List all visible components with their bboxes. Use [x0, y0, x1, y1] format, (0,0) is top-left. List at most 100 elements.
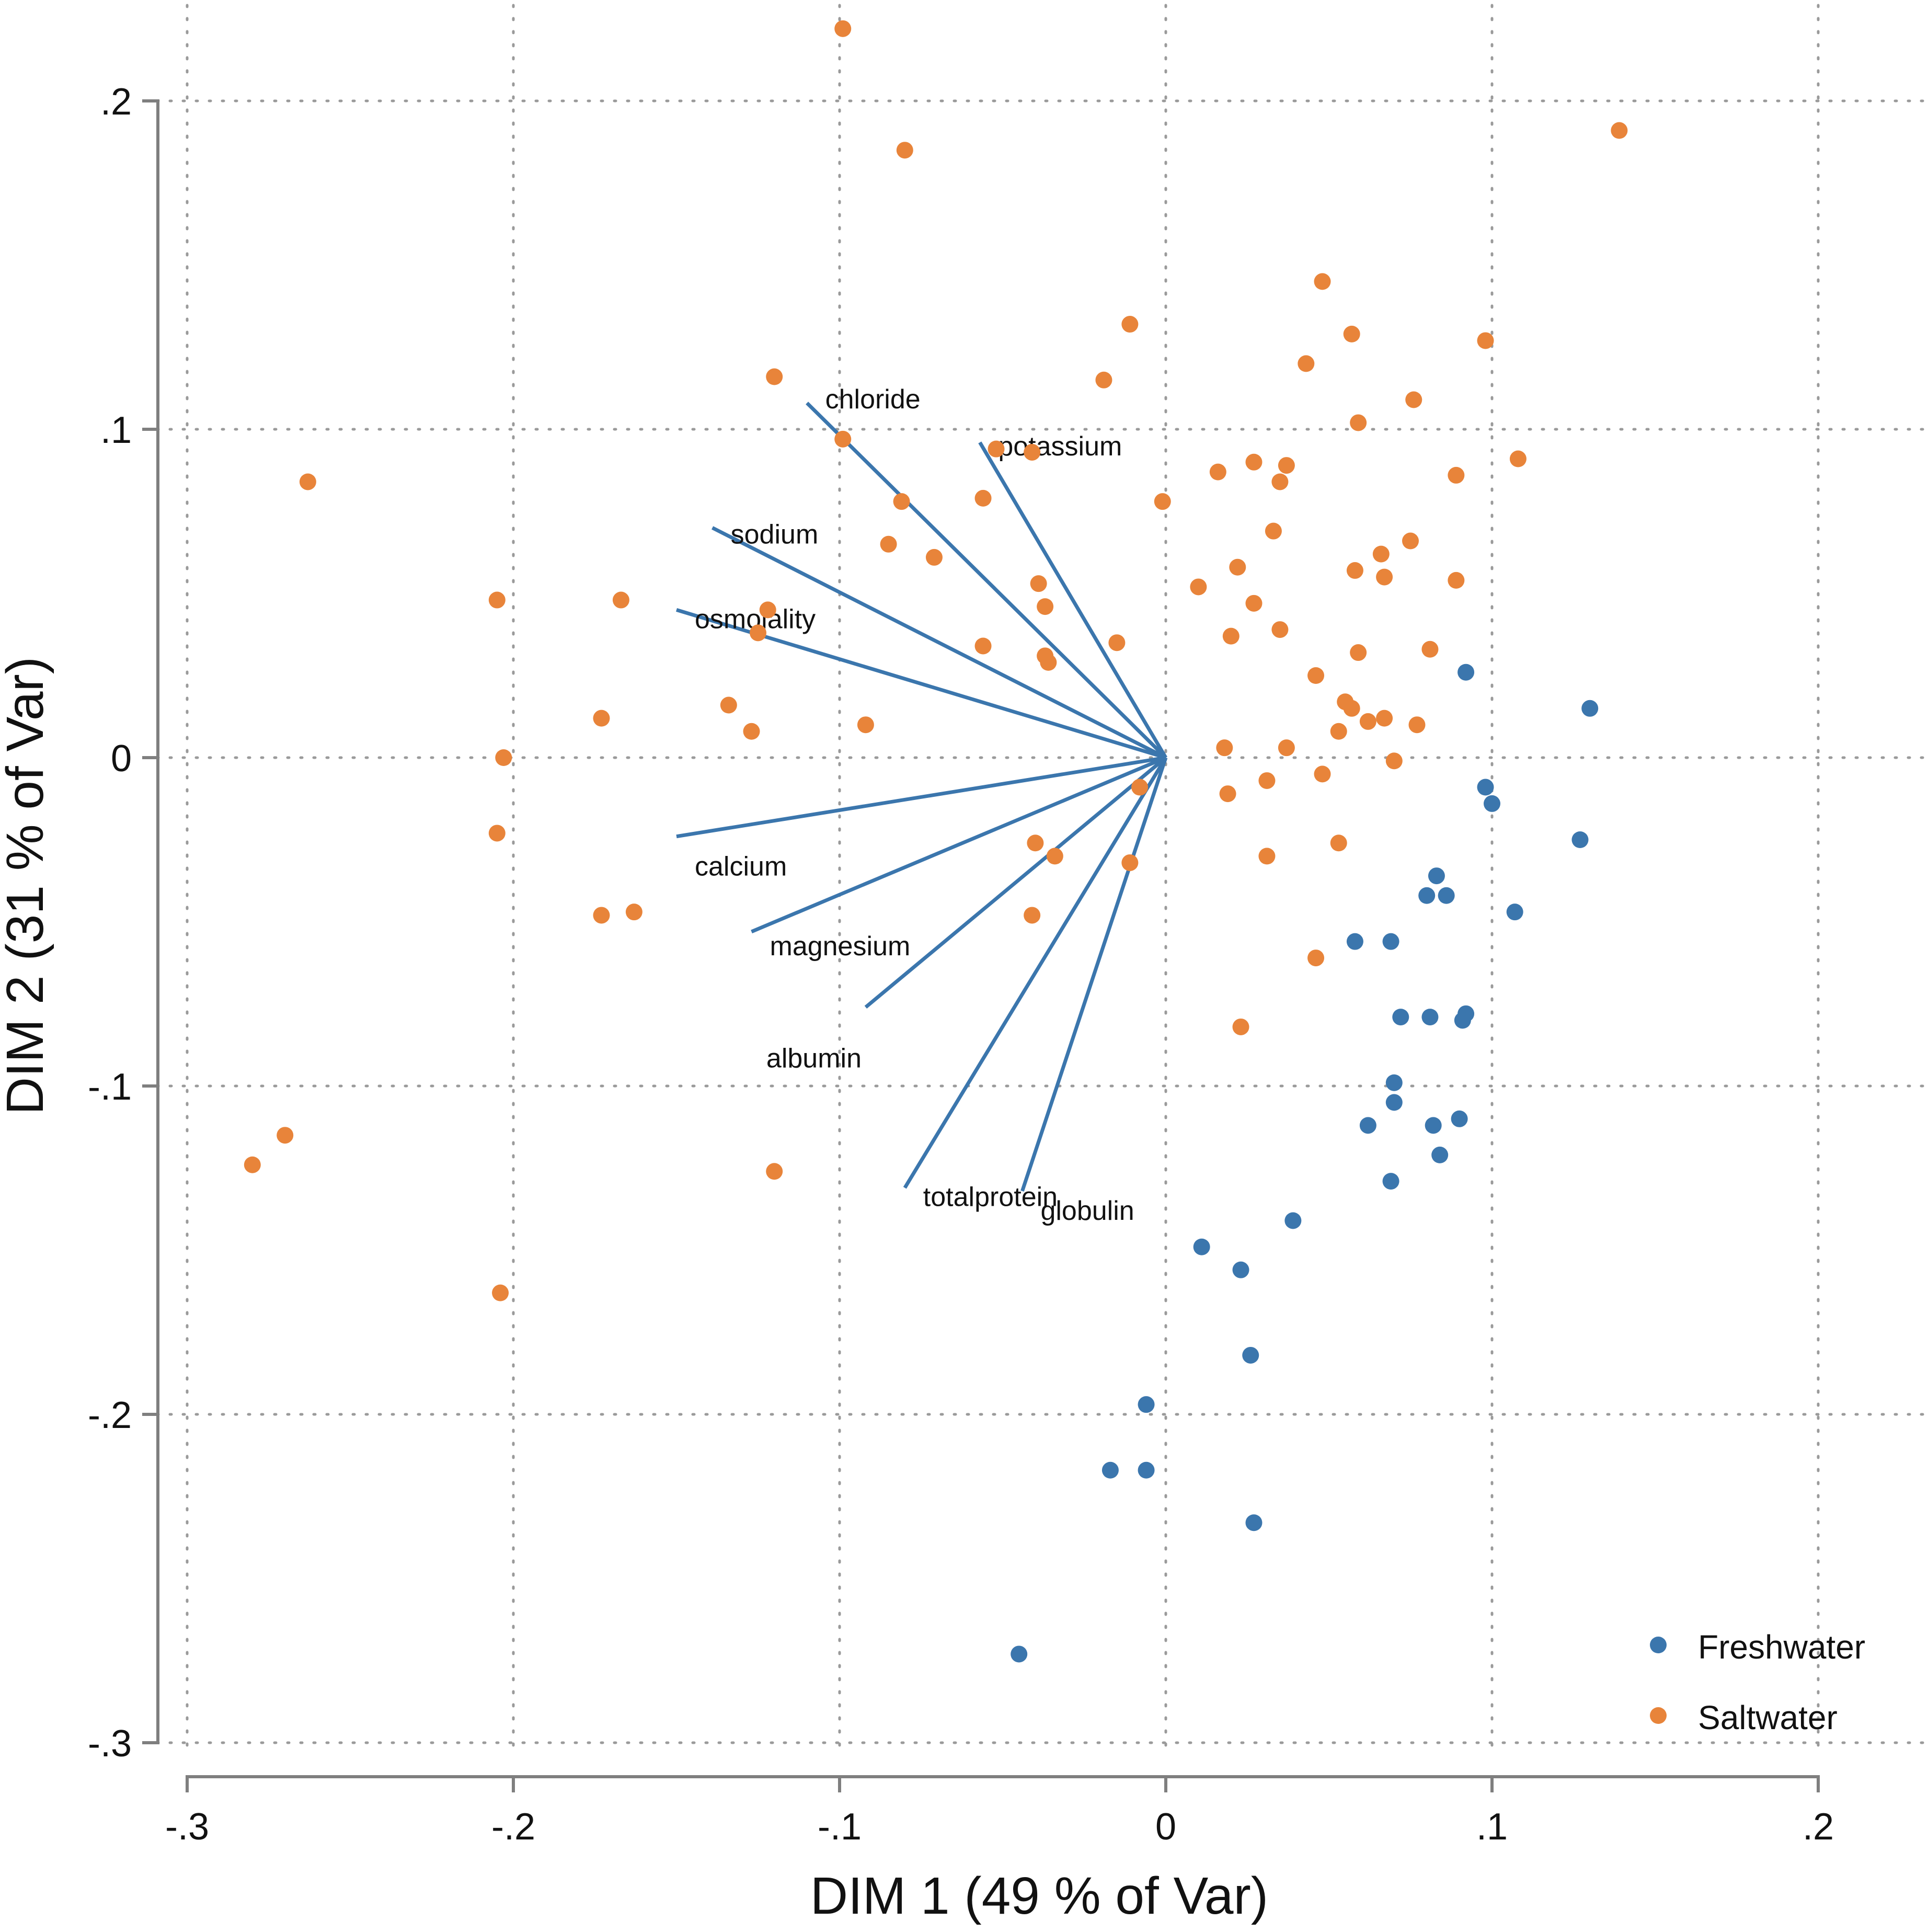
saltwater-point [1121, 854, 1139, 871]
saltwater-point [593, 710, 610, 727]
loading-vector-totalprotein [903, 757, 1167, 1189]
saltwater-point [1216, 739, 1233, 757]
freshwater-point [1484, 795, 1500, 812]
freshwater-point [1245, 1514, 1263, 1531]
x-tick-label: -.3 [165, 1806, 209, 1848]
saltwater-point [299, 473, 316, 490]
saltwater-point [1190, 578, 1207, 596]
saltwater-point [1376, 568, 1393, 586]
grid-lines [155, 4, 1924, 1751]
saltwater-point [1037, 598, 1054, 615]
saltwater-point [1229, 558, 1246, 576]
saltwater-point [1121, 316, 1139, 333]
saltwater-point [974, 637, 992, 655]
series-saltwater [244, 20, 1628, 1301]
freshwater-point [1425, 1117, 1442, 1134]
loading-label-magnesium: magnesium [770, 931, 911, 962]
freshwater-point [1506, 904, 1523, 921]
saltwater-point [1258, 848, 1276, 865]
saltwater-point [1271, 621, 1289, 638]
saltwater-point [925, 548, 943, 566]
freshwater-point [1284, 1212, 1302, 1229]
saltwater-point [1095, 371, 1112, 388]
y-tick-label: 0 [111, 738, 132, 780]
saltwater-point [1265, 522, 1282, 540]
legend: Freshwater Saltwater [1650, 1628, 1865, 1736]
y-tick-label: -.1 [88, 1066, 132, 1108]
saltwater-point [593, 907, 610, 924]
saltwater-point [612, 591, 629, 609]
saltwater-point [1408, 716, 1426, 734]
freshwater-point [1232, 1261, 1249, 1278]
x-tick-label: .1 [1476, 1806, 1508, 1848]
loading-vector-sodium [711, 526, 1167, 760]
saltwater-point [1222, 627, 1240, 645]
saltwater-point [1421, 641, 1439, 658]
x-tick-label: -.1 [818, 1806, 862, 1848]
saltwater-point [857, 716, 874, 734]
freshwater-point [1392, 1009, 1409, 1026]
freshwater-point [1101, 1461, 1119, 1479]
saltwater-point [1405, 391, 1422, 408]
saltwater-point [495, 749, 512, 766]
loading-label-totalprotein: totalprotein [923, 1182, 1058, 1213]
freshwater-point [1359, 1117, 1376, 1134]
y-tick-label: -.3 [88, 1723, 132, 1765]
freshwater-point [1011, 1645, 1028, 1663]
saltwater-point [1209, 463, 1226, 481]
saltwater-point [1350, 644, 1367, 661]
saltwater-point [720, 696, 737, 714]
legend-marker-freshwater [1650, 1637, 1667, 1653]
saltwater-point [766, 368, 783, 385]
loading-label-chloride: chloride [825, 384, 921, 415]
saltwater-point [988, 440, 1005, 458]
x-axis-title: DIM 1 (49 % of Var) [810, 1867, 1268, 1925]
y-axis-title: DIM 2 (31 % of Var) [0, 657, 54, 1115]
freshwater-point [1421, 1009, 1439, 1026]
saltwater-point [1330, 834, 1347, 852]
saltwater-point [1298, 355, 1315, 372]
saltwater-point [1027, 834, 1044, 852]
legend-label-saltwater: Saltwater [1698, 1699, 1838, 1736]
freshwater-point [1138, 1396, 1155, 1413]
freshwater-point [1418, 887, 1436, 904]
freshwater-point [1346, 933, 1363, 950]
loading-vectors: chloridepotassiumsodiumosmolalitycalcium… [675, 384, 1168, 1226]
loading-vector-albumin [864, 756, 1167, 1009]
saltwater-point [1448, 466, 1465, 484]
saltwater-point [1278, 739, 1295, 757]
loading-label-albumin: albumin [766, 1043, 862, 1073]
saltwater-point [1219, 785, 1236, 803]
saltwater-point [1040, 654, 1057, 671]
freshwater-point [1242, 1346, 1259, 1364]
saltwater-point [1509, 450, 1527, 467]
saltwater-point [893, 493, 910, 510]
saltwater-point [1343, 325, 1360, 342]
freshwater-point [1477, 779, 1494, 796]
saltwater-point [766, 1163, 783, 1180]
saltwater-point [1376, 710, 1393, 727]
saltwater-point [1611, 122, 1628, 139]
freshwater-point [1138, 1461, 1155, 1479]
freshwater-point [1454, 1012, 1471, 1029]
saltwater-point [1314, 273, 1331, 290]
y-tick-label: -.2 [88, 1394, 132, 1436]
saltwater-point [244, 1156, 261, 1173]
saltwater-point [1245, 453, 1263, 471]
saltwater-point [277, 1127, 294, 1144]
loading-vector-potassium [978, 441, 1168, 759]
loading-vector-magnesium [751, 756, 1167, 934]
loading-vector-calcium [676, 756, 1166, 839]
saltwater-point [880, 535, 897, 553]
freshwater-point [1581, 700, 1599, 717]
saltwater-point [1385, 752, 1403, 770]
saltwater-point [743, 723, 760, 740]
loading-vector-globulin [1020, 757, 1168, 1192]
freshwater-point [1382, 933, 1399, 950]
x-tick-label: 0 [1155, 1806, 1176, 1848]
saltwater-point [492, 1284, 509, 1301]
saltwater-point [834, 20, 852, 37]
freshwater-point [1451, 1110, 1468, 1127]
freshwater-point [1382, 1173, 1399, 1190]
